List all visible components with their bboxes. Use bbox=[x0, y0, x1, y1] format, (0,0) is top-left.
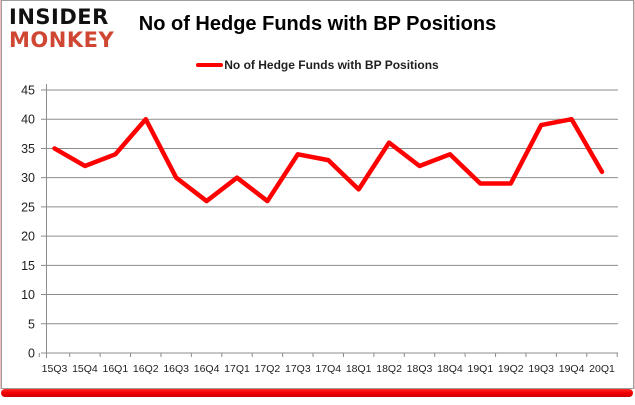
svg-text:18Q1: 18Q1 bbox=[346, 363, 372, 375]
svg-text:17Q4: 17Q4 bbox=[315, 363, 341, 375]
svg-text:30: 30 bbox=[21, 171, 35, 185]
svg-text:35: 35 bbox=[21, 142, 35, 156]
logo-text-insider: INSIDER bbox=[9, 5, 109, 29]
svg-text:19Q4: 19Q4 bbox=[559, 363, 585, 375]
svg-text:18Q4: 18Q4 bbox=[437, 363, 463, 375]
insider-monkey-logo: INSIDER MONKEY bbox=[9, 6, 114, 52]
svg-text:20Q1: 20Q1 bbox=[589, 363, 615, 375]
svg-text:20: 20 bbox=[21, 230, 35, 244]
svg-text:16Q4: 16Q4 bbox=[194, 363, 220, 375]
svg-text:19Q3: 19Q3 bbox=[528, 363, 554, 375]
svg-text:16Q3: 16Q3 bbox=[163, 363, 189, 375]
legend-label: No of Hedge Funds with BP Positions bbox=[224, 58, 439, 72]
line-chart: 0 5 10 15 20 25 30 35 40 45 15Q3 15Q4 16Q1 16Q2 16Q3 16… bbox=[21, 84, 618, 375]
svg-text:0: 0 bbox=[28, 347, 35, 361]
svg-text:15Q4: 15Q4 bbox=[72, 363, 98, 375]
svg-text:18Q3: 18Q3 bbox=[407, 363, 433, 375]
svg-text:18Q2: 18Q2 bbox=[376, 363, 402, 375]
plot-area: 0 5 10 15 20 25 30 35 40 45 15Q3 15Q4 16Q1 16Q2 16Q3 16… bbox=[1, 80, 634, 390]
svg-text:10: 10 bbox=[21, 288, 35, 302]
svg-text:19Q2: 19Q2 bbox=[498, 363, 524, 375]
svg-text:15: 15 bbox=[21, 259, 35, 273]
svg-text:45: 45 bbox=[21, 84, 35, 98]
logo-text-monkey: MONKEY bbox=[9, 28, 115, 52]
svg-text:16Q1: 16Q1 bbox=[102, 363, 128, 375]
legend-line-swatch-icon bbox=[196, 63, 224, 67]
svg-text:25: 25 bbox=[21, 200, 35, 214]
chart-title: No of Hedge Funds with BP Positions bbox=[138, 13, 497, 35]
svg-text:40: 40 bbox=[21, 113, 35, 127]
svg-text:17Q3: 17Q3 bbox=[285, 363, 311, 375]
chart-legend: No of Hedge Funds with BP Positions bbox=[0, 58, 635, 72]
svg-text:5: 5 bbox=[28, 317, 35, 331]
bottom-accent-bar bbox=[1, 389, 633, 397]
svg-text:15Q3: 15Q3 bbox=[42, 363, 68, 375]
svg-text:16Q2: 16Q2 bbox=[133, 363, 159, 375]
svg-text:17Q2: 17Q2 bbox=[255, 363, 281, 375]
svg-text:19Q1: 19Q1 bbox=[467, 363, 493, 375]
svg-text:17Q1: 17Q1 bbox=[224, 363, 250, 375]
